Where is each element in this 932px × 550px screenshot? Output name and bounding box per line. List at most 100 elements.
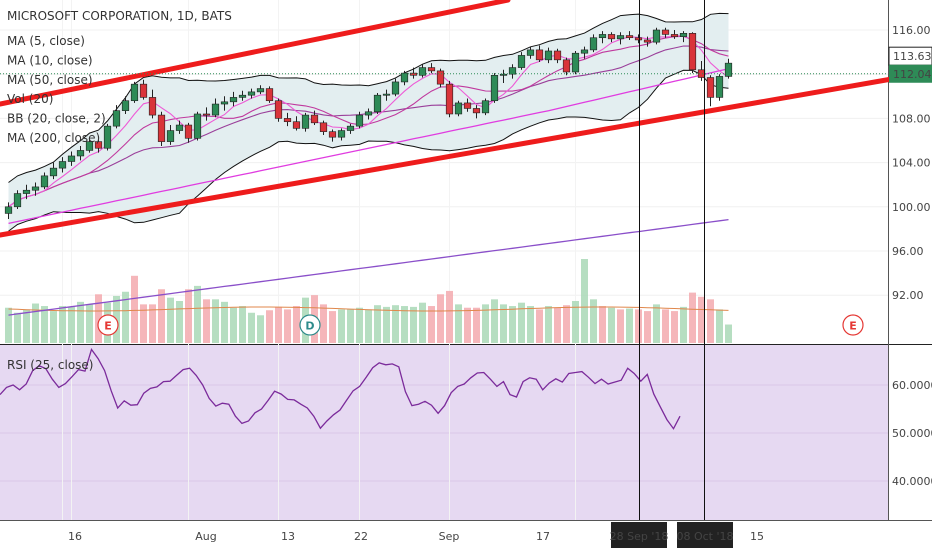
- volume-bar: [284, 309, 291, 343]
- candle-body: [22, 189, 31, 194]
- bollinger-fill: [8, 13, 729, 232]
- candle-body: [184, 124, 193, 139]
- candle-body: [382, 93, 391, 96]
- volume-bar: [662, 309, 669, 343]
- bollinger-lower-line: [8, 69, 729, 232]
- candle-body: [31, 186, 40, 191]
- volume-bar: [563, 305, 570, 343]
- volume-bar: [698, 296, 705, 343]
- candle-body: [274, 100, 283, 119]
- price-tick-label: 108.00: [892, 112, 931, 125]
- candle-body: [346, 125, 355, 131]
- candle-body: [193, 113, 202, 139]
- cursor-lines: [639, 0, 705, 520]
- volume-bar: [329, 311, 336, 343]
- volume-bar: [509, 306, 516, 343]
- event-marker-label: D: [305, 320, 314, 333]
- trend-lines[interactable]: [0, 0, 932, 238]
- volume-bar: [671, 311, 678, 343]
- rsi-tick-label: 60.0000: [892, 379, 932, 392]
- candle-body: [13, 193, 22, 208]
- candle-body: [535, 49, 544, 61]
- volume-bar: [248, 312, 255, 343]
- candle-body: [94, 141, 103, 149]
- time-tick-label: Sep: [439, 530, 460, 543]
- rsi-series: [0, 348, 681, 430]
- bollinger-bands: [8, 12, 729, 232]
- candle-body: [310, 114, 319, 124]
- volume-bar: [716, 309, 723, 343]
- candle-body: [247, 91, 256, 96]
- candle-body: [490, 75, 499, 102]
- volume-bar: [653, 304, 660, 343]
- volume-bar: [680, 306, 687, 343]
- cursor-price-label: 113.63: [893, 50, 932, 63]
- candle-body: [616, 35, 625, 40]
- volume-bar: [455, 304, 462, 343]
- candle-body: [499, 73, 508, 76]
- volume-bar: [41, 306, 48, 343]
- volume-bar: [581, 259, 588, 343]
- volume-bar: [347, 309, 354, 343]
- price-tick-label: 116.00: [892, 24, 931, 37]
- ma50-line: [8, 68, 729, 225]
- candle-body: [301, 114, 310, 129]
- volume-bar: [5, 307, 12, 343]
- date-badge-label-2: 08 Oct '18: [676, 530, 733, 543]
- candle-body: [436, 70, 445, 85]
- candle-body: [40, 175, 49, 188]
- volume-bar: [257, 315, 264, 343]
- volume-bar: [437, 294, 444, 343]
- volume-bar: [644, 311, 651, 343]
- candle-body: [130, 83, 139, 102]
- price-tick-label: 104.00: [892, 157, 931, 170]
- rsi-label: RSI (25, close): [7, 358, 93, 372]
- event-marker-label: E: [104, 320, 112, 333]
- candle-body: [364, 111, 373, 116]
- candle-body: [85, 141, 94, 151]
- candle-body: [319, 122, 328, 132]
- candle-body: [355, 114, 364, 127]
- bollinger-upper-line: [8, 12, 729, 183]
- candle-body: [292, 121, 301, 129]
- volume-bar: [131, 275, 138, 343]
- volume-bar: [536, 309, 543, 343]
- candle-body: [256, 88, 265, 93]
- event-marker-label: E: [849, 320, 857, 333]
- last-price-badge: [889, 64, 932, 83]
- candle-body: [562, 59, 571, 73]
- volume-bar: [212, 299, 219, 343]
- volume-bar: [410, 306, 417, 343]
- candle-body: [139, 83, 148, 98]
- volume-bar: [401, 306, 408, 343]
- candlesticks: [4, 27, 733, 219]
- candle-body: [76, 150, 85, 157]
- volume-bar: [725, 324, 732, 343]
- candle-body: [670, 34, 679, 37]
- price-tick-label: 96.00: [892, 245, 924, 258]
- volume-bar: [158, 289, 165, 343]
- volume-bar: [167, 297, 174, 343]
- candle-body: [157, 114, 166, 142]
- rsi-tick-label: 50.0000: [892, 427, 932, 440]
- volume-bar: [464, 307, 471, 343]
- ma200-line: [8, 218, 729, 316]
- candle-body: [328, 131, 337, 138]
- volume-bar: [482, 304, 489, 343]
- volume-bar: [473, 307, 480, 343]
- indicator-label: MA (200, close): [7, 131, 100, 145]
- candle-body: [337, 130, 346, 138]
- candle-body: [427, 67, 436, 72]
- indicator-label: Vol (20): [7, 92, 53, 106]
- volume-bar: [500, 304, 507, 343]
- volume-bar: [122, 291, 129, 343]
- indicator-legend: MICROSOFT CORPORATION, 1D, BATS MA (5, cl…: [7, 9, 232, 372]
- candle-body: [220, 101, 229, 105]
- volume-bar: [176, 301, 183, 343]
- candle-body: [571, 52, 580, 73]
- volume-bar: [617, 309, 624, 343]
- candle-body: [580, 49, 589, 54]
- volume-bar: [626, 308, 633, 343]
